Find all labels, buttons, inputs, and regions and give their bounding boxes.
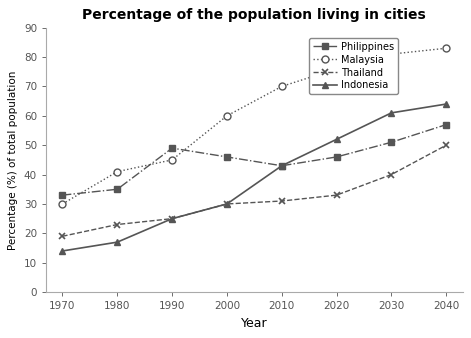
Thailand bbox=[224, 202, 230, 206]
Thailand bbox=[389, 172, 394, 176]
Malaysia bbox=[224, 114, 230, 118]
Malaysia bbox=[443, 46, 449, 50]
Indonesia bbox=[443, 102, 449, 106]
Malaysia bbox=[389, 52, 394, 56]
Y-axis label: Percentage (%) of total population: Percentage (%) of total population bbox=[8, 70, 18, 249]
Line: Indonesia: Indonesia bbox=[59, 101, 450, 255]
Thailand bbox=[443, 143, 449, 147]
Thailand bbox=[114, 222, 120, 226]
Philippines bbox=[114, 187, 120, 191]
Malaysia bbox=[169, 158, 175, 162]
Philippines bbox=[279, 164, 284, 168]
Thailand bbox=[60, 234, 65, 238]
Indonesia bbox=[389, 111, 394, 115]
Line: Thailand: Thailand bbox=[59, 142, 450, 240]
Malaysia bbox=[114, 170, 120, 174]
Philippines bbox=[389, 140, 394, 144]
Indonesia bbox=[279, 164, 284, 168]
Philippines bbox=[60, 193, 65, 197]
Philippines bbox=[334, 155, 340, 159]
Malaysia bbox=[279, 84, 284, 89]
Indonesia bbox=[60, 249, 65, 253]
Indonesia bbox=[114, 240, 120, 244]
Line: Malaysia: Malaysia bbox=[59, 45, 450, 208]
Line: Philippines: Philippines bbox=[60, 122, 449, 198]
Indonesia bbox=[169, 217, 175, 221]
Indonesia bbox=[334, 137, 340, 141]
Malaysia bbox=[60, 202, 65, 206]
Title: Percentage of the population living in cities: Percentage of the population living in c… bbox=[82, 8, 426, 22]
Philippines bbox=[443, 123, 449, 127]
Legend: Philippines, Malaysia, Thailand, Indonesia: Philippines, Malaysia, Thailand, Indones… bbox=[309, 38, 398, 94]
Malaysia bbox=[334, 67, 340, 71]
Thailand bbox=[169, 217, 175, 221]
Indonesia bbox=[224, 202, 230, 206]
Thailand bbox=[334, 193, 340, 197]
Thailand bbox=[279, 199, 284, 203]
Philippines bbox=[224, 155, 230, 159]
X-axis label: Year: Year bbox=[241, 317, 268, 330]
Philippines bbox=[169, 146, 175, 150]
